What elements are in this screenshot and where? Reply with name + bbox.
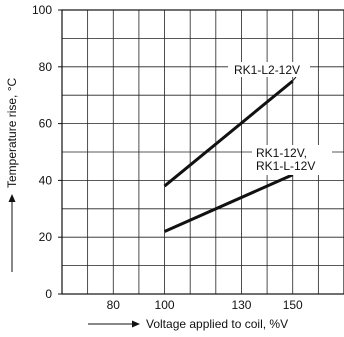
series-line-2 [163,173,294,233]
x-tick-label: 100 [155,298,175,312]
y-tick-label: 20 [39,230,53,244]
y-tick-label: 0 [45,287,52,301]
series-line-1 [163,79,294,188]
plot-frame [61,9,344,295]
y-tick-label: 80 [39,60,53,74]
y-tick-label: 40 [39,173,53,187]
x-tick-label: 130 [231,298,251,312]
x-tick-labels: 80 100 130 150 [107,298,303,312]
x-axis-title: Voltage applied to coil, %V [146,317,288,331]
annotation-rk1-l2: RK1-L2-12V [234,63,300,77]
annotation-bg-2 [252,145,332,175]
grid [62,10,344,294]
x-axis-arrow-head [132,320,140,328]
series-lines [163,76,297,233]
x-tick-label: 150 [283,298,303,312]
y-tick-label: 100 [32,3,52,17]
y-tick-label: 60 [39,117,53,131]
y-axis-arrow-head [8,194,16,202]
annotation-leader-1 [290,76,297,84]
x-tick-label: 80 [107,298,121,312]
y-tick-labels: 0 20 40 60 80 100 [32,3,62,301]
annotation-rk1-l-12v: RK1-L-12V [256,159,315,173]
annotation-bg-1 [228,62,310,77]
y-axis-title: Temperature rise, °C [5,77,19,188]
annotation-rk1-12v: RK1-12V, [256,146,307,160]
